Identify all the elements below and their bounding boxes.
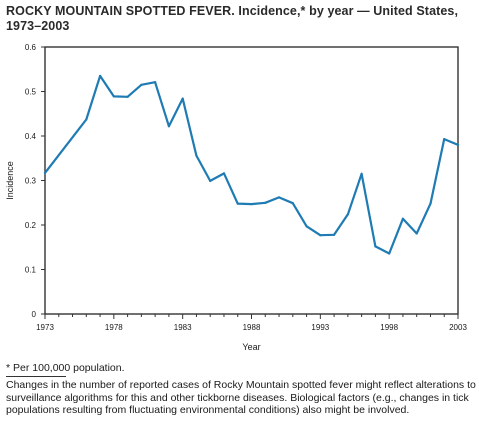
incidence-line [43, 74, 460, 255]
y-tick-label: 0.2 [25, 221, 37, 230]
line-chart: 0 0.1 0.2 0.3 0.4 0.5 0.6 1973 1978 1983 1988 1993 1… [5, 43, 467, 352]
data-point [112, 95, 115, 98]
y-tick-label: 0 [32, 310, 37, 319]
data-point [443, 138, 446, 141]
data-point [291, 202, 294, 205]
data-point [277, 196, 281, 199]
data-point [195, 154, 198, 157]
data-point [167, 125, 170, 128]
data-point [429, 202, 432, 205]
y-tick-label: 0.6 [25, 43, 37, 52]
data-point [360, 172, 363, 175]
y-tick-label: 0.5 [25, 88, 37, 97]
data-point [209, 179, 212, 183]
data-point [305, 225, 308, 228]
x-tick-label: 1983 [174, 323, 192, 332]
data-point [401, 217, 405, 220]
y-tick-label: 0.3 [25, 177, 37, 186]
y-tick-label: 0.1 [25, 266, 37, 275]
notes-divider [6, 376, 66, 377]
data-point [374, 245, 377, 248]
data-point [154, 81, 157, 84]
data-point [346, 213, 349, 216]
y-axis-title: Incidence [5, 161, 15, 200]
x-tick-label: 1988 [243, 323, 261, 332]
x-tick-label: 1998 [380, 323, 398, 332]
data-point [456, 143, 460, 146]
data-point [85, 118, 88, 121]
data-point [415, 232, 418, 235]
data-point [319, 234, 322, 237]
x-tick-label: 1978 [105, 323, 123, 332]
chart-title: ROCKY MOUNTAIN SPOTTED FEVER. Incidence,… [6, 4, 459, 33]
data-point [236, 202, 239, 205]
y-tick-label: 0.4 [25, 132, 37, 141]
data-point [43, 171, 47, 175]
data-point [222, 172, 226, 175]
data-point [250, 202, 253, 206]
data-point [140, 83, 143, 86]
x-tick-label: 1993 [311, 323, 329, 332]
data-point [388, 252, 391, 255]
data-point [181, 97, 184, 100]
data-point [126, 95, 129, 98]
data-point [98, 74, 102, 78]
data-point [333, 233, 336, 236]
data-point [264, 201, 267, 204]
x-axis-title: Year [242, 342, 260, 352]
footnote: * Per 100,000 population. [6, 362, 125, 374]
chart-notes: Changes in the number of reported cases … [6, 379, 476, 416]
x-tick-label: 2003 [449, 323, 467, 332]
x-tick-label: 1973 [36, 323, 54, 332]
